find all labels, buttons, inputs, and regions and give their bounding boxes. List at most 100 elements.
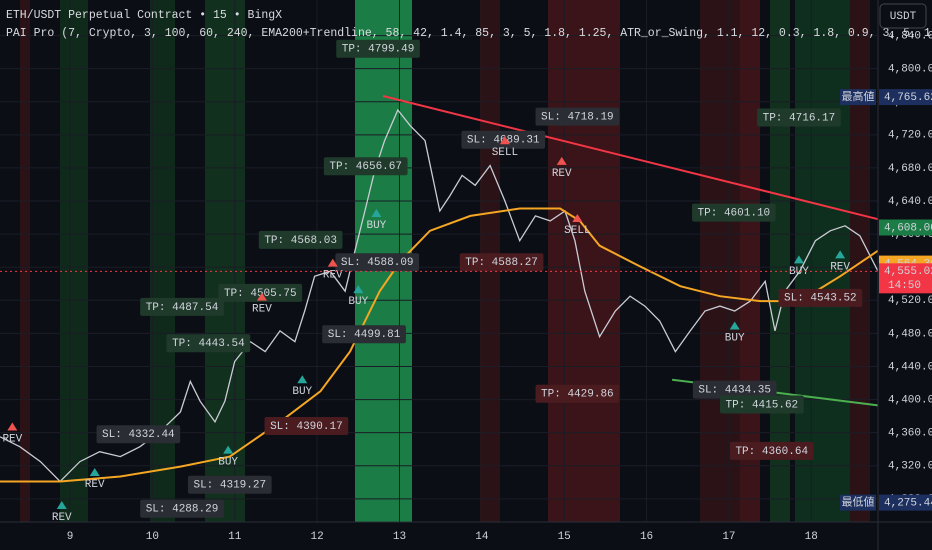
annotation-label: SL: 4588.09 <box>341 257 414 269</box>
price-tag <box>879 494 932 511</box>
annotation-box <box>757 108 841 127</box>
annotation-label: SL: 4288.29 <box>146 504 219 516</box>
annotation-box <box>140 297 224 316</box>
annotation-box <box>692 380 777 399</box>
x-tick-label: 15 <box>558 531 571 543</box>
signal-label: BUY <box>292 386 312 398</box>
signal-label: REV <box>252 303 272 315</box>
chart-title: ETH/USDT Perpetual Contract • 15 • BingX <box>6 9 282 22</box>
price-tag-label: 4,555.02 <box>884 266 932 278</box>
annotation-box <box>258 230 343 249</box>
signal-label: REV <box>85 479 105 491</box>
x-tick-label: 10 <box>146 531 159 543</box>
annotation-label: SL: 4390.17 <box>270 421 343 433</box>
time-axis <box>0 522 932 550</box>
signal-marker <box>729 321 740 330</box>
annotation-label: TP: 4601.10 <box>698 208 771 220</box>
currency-button[interactable] <box>879 3 927 29</box>
band <box>795 0 850 522</box>
signal-label: BUY <box>366 220 386 232</box>
annotation-box <box>166 334 251 353</box>
y-tick-label: 4,680.00 <box>888 163 932 175</box>
annotation-box <box>322 325 406 344</box>
signal-marker <box>835 250 846 259</box>
signal-marker <box>499 136 510 145</box>
price-tag-time: 14:50 <box>888 280 921 292</box>
signal-label: SELL <box>564 225 590 237</box>
band <box>700 0 740 522</box>
signal-label: REV <box>830 261 850 273</box>
annotation-box <box>323 157 408 176</box>
annotation-label: SL: 4332.44 <box>102 429 175 441</box>
signal-label: BUY <box>348 296 368 308</box>
x-tick-label: 11 <box>228 531 242 543</box>
price-tag <box>879 219 932 236</box>
signal-marker <box>327 258 338 267</box>
extreme-tag <box>840 89 876 106</box>
price-tag <box>879 263 932 294</box>
signal-marker <box>371 209 382 218</box>
annotation-box <box>96 425 181 444</box>
annotation-box <box>140 499 224 518</box>
signal-label: BUY <box>218 457 238 469</box>
signal-marker <box>556 156 567 165</box>
signal-label: BUY <box>725 332 745 344</box>
signal-label: SELL <box>492 147 518 159</box>
band <box>20 0 30 522</box>
series-line <box>382 95 879 221</box>
annotation-box <box>335 253 420 272</box>
annotation-label: SL: 4543.52 <box>784 293 857 305</box>
extreme-tag-label: 最高値 <box>842 89 875 103</box>
annotation-label: TP: 4656.67 <box>329 161 402 173</box>
signal-marker <box>793 255 804 264</box>
signal-label: REV <box>2 433 22 445</box>
signal-marker <box>223 445 234 454</box>
signal-label: REV <box>52 512 72 524</box>
annotation-label: SL: 4319.27 <box>193 480 266 492</box>
x-tick-label: 16 <box>640 531 653 543</box>
annotation-label: TP: 4415.62 <box>726 399 799 411</box>
annotation-box <box>187 475 272 494</box>
signal-marker <box>353 285 364 294</box>
signal-marker <box>89 467 100 476</box>
annotation-box <box>218 283 303 302</box>
annotation-box <box>264 417 349 436</box>
y-tick-label: 4,360.00 <box>888 428 932 440</box>
y-tick-label: 4,320.00 <box>888 461 932 473</box>
price-tag <box>879 89 932 106</box>
series-line <box>0 108 879 483</box>
annotation-label: TP: 4799.49 <box>342 44 415 56</box>
y-tick-label: 4,840.00 <box>888 30 932 42</box>
annotation-label: SL: 4434.35 <box>698 385 771 397</box>
signal-marker <box>7 422 18 431</box>
annotation-box <box>692 203 776 222</box>
y-tick-label: 4,400.00 <box>888 394 932 406</box>
band <box>548 0 620 522</box>
axes: 4,280.004,320.004,360.004,400.004,440.00… <box>67 30 932 543</box>
x-tick-label: 18 <box>805 531 818 543</box>
band <box>850 0 870 522</box>
price-tag-label: 4,275.44 <box>884 498 932 510</box>
signal-label: BUY <box>789 266 809 278</box>
extreme-tag-label: 最低値 <box>842 496 875 509</box>
price-tag-label: 4,608.00 <box>884 222 932 234</box>
annotation-label: TP: 4588.27 <box>465 257 538 269</box>
annotation-label: TP: 4487.54 <box>146 302 219 314</box>
price-tag-label: 4,765.62 <box>884 92 932 104</box>
y-tick-label: 4,640.00 <box>888 196 932 208</box>
signal-marker <box>297 375 308 384</box>
annotation-box <box>720 395 804 414</box>
y-tick-label: 4,720.00 <box>888 130 932 142</box>
x-tick-label: 12 <box>310 531 323 543</box>
band <box>60 0 88 522</box>
annotation-box <box>729 441 814 460</box>
plot: TP: 4799.49 TP: 4656.67 TP: 4568.03 TP: 450… <box>0 0 879 524</box>
annotation-label: SL: 4499.81 <box>328 329 401 341</box>
band <box>205 0 245 522</box>
currency-label[interactable]: USDT <box>890 11 917 23</box>
indicator-label: PAI Pro (7, Crypto, 3, 100, 60, 240, EMA… <box>6 27 932 40</box>
signal-marker <box>256 292 267 301</box>
x-tick-label: 14 <box>475 531 489 543</box>
y-tick-label: 4,520.00 <box>888 295 932 307</box>
